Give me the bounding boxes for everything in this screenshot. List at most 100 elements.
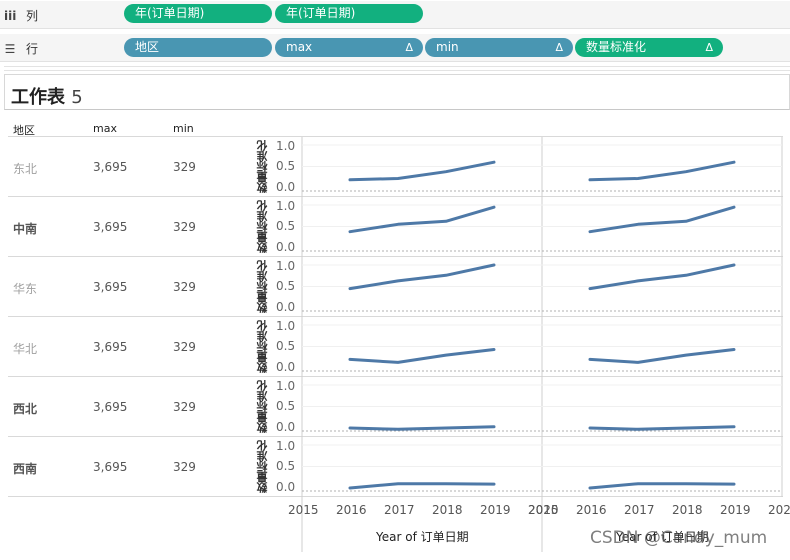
x-axis-title-right: Year of 订单日期	[616, 530, 709, 544]
y-tick-label: 1.0	[276, 439, 296, 453]
row-divider	[8, 256, 783, 257]
rows-shelf-label: ☰ 行	[4, 40, 38, 57]
worksheet-title-number: 5	[71, 87, 83, 108]
region-label[interactable]: 华东	[13, 282, 38, 296]
x-tick-label: 2018	[672, 503, 703, 517]
y-tick-label: 1.0	[276, 199, 296, 213]
columns-label-text: 列	[26, 9, 39, 23]
row-pill-quantity-normalized[interactable]: 数量标准化 Δ	[575, 38, 723, 57]
series-line-华北[interactable]	[588, 348, 736, 364]
series-line-中南[interactable]	[348, 205, 496, 234]
x-tick-label: 2020	[768, 503, 790, 517]
x-tick-label: 2016	[576, 503, 607, 517]
worksheet-title-box: 工作表 5	[4, 74, 790, 110]
rows-shelf[interactable]: ☰ 行 地区 max Δ min Δ 数量标准化 Δ	[0, 34, 790, 62]
series-line-华东[interactable]	[588, 263, 736, 291]
x-tick-label: 2017	[384, 503, 415, 517]
region-label[interactable]: 西南	[13, 462, 38, 476]
list-icon: ☰	[4, 41, 16, 56]
column-pill-label: 年(订单日期)	[286, 6, 356, 20]
y-tick-label: 0.0	[276, 300, 296, 314]
delta-icon: Δ	[705, 41, 713, 54]
max-value: 3,695	[93, 160, 128, 174]
y-tick-label: 0.0	[276, 420, 296, 434]
max-value: 3,695	[93, 340, 128, 354]
y-tick-label: 0.0	[276, 480, 296, 494]
x-tick-label: 2019	[720, 503, 751, 517]
header-max[interactable]: max	[93, 122, 117, 135]
x-tick-label: 2015	[528, 503, 559, 517]
worksheet-title-text: 工作表	[11, 87, 65, 108]
divider	[4, 66, 790, 67]
max-value: 3,695	[93, 460, 128, 474]
min-value: 329	[173, 280, 196, 294]
column-pill-year-1[interactable]: 年(订单日期)	[124, 4, 272, 23]
x-tick-label: 2015	[288, 503, 319, 517]
row-divider	[8, 496, 783, 497]
y-tick-label: 1.0	[276, 259, 296, 273]
row-pill-label: 数量标准化	[586, 40, 647, 54]
row-pill-max[interactable]: max Δ	[275, 38, 423, 57]
header-region[interactable]: 地区	[13, 124, 35, 137]
y-tick-label: 0.5	[276, 459, 296, 473]
series-line-东北[interactable]	[348, 160, 496, 182]
y-tick-label: 0.5	[276, 339, 296, 353]
series-line-东北[interactable]	[588, 160, 736, 182]
series-line-中南[interactable]	[588, 205, 736, 234]
max-value: 3,695	[93, 220, 128, 234]
x-tick-label: 2020	[528, 503, 559, 517]
columns-icon: iii	[4, 8, 17, 23]
watermark: CSDN @Candy_mum	[590, 528, 768, 548]
y-tick-label: 0.0	[276, 360, 296, 374]
series-line-华东[interactable]	[348, 263, 496, 291]
row-pill-label: max	[286, 40, 313, 54]
max-value: 3,695	[93, 400, 128, 414]
series-line-西南[interactable]	[588, 482, 736, 490]
row-divider	[8, 376, 783, 377]
region-label[interactable]: 华北	[13, 342, 38, 356]
y-tick-label: 0.5	[276, 159, 296, 173]
row-divider	[8, 436, 783, 437]
series-line-西南[interactable]	[348, 482, 496, 490]
column-pill-year-2[interactable]: 年(订单日期)	[275, 4, 423, 23]
column-pill-label: 年(订单日期)	[135, 6, 205, 20]
series-line-西北[interactable]	[588, 425, 736, 431]
x-tick-label: 2017	[624, 503, 655, 517]
max-value: 3,695	[93, 280, 128, 294]
series-line-西北[interactable]	[348, 425, 496, 431]
divider	[4, 70, 790, 71]
y-tick-label: 0.5	[276, 279, 296, 293]
columns-shelf-label: iii 列	[4, 7, 38, 24]
columns-shelf[interactable]: iii 列 年(订单日期) 年(订单日期)	[0, 1, 790, 29]
delta-icon: Δ	[405, 41, 413, 54]
y-tick-label: 1.0	[276, 319, 296, 333]
row-divider	[8, 316, 783, 317]
region-label[interactable]: 中南	[13, 222, 38, 236]
row-pill-label: 地区	[135, 40, 160, 54]
series-line-华北[interactable]	[348, 348, 496, 364]
header-min[interactable]: min	[173, 122, 194, 135]
row-divider	[8, 136, 783, 137]
delta-icon: Δ	[555, 41, 563, 54]
rows-label-text: 行	[26, 42, 39, 56]
row-pill-label: min	[436, 40, 459, 54]
row-divider	[8, 196, 783, 197]
y-tick-label: 1.0	[276, 379, 296, 393]
x-axis-title-left: Year of 订单日期	[376, 530, 469, 544]
row-pill-min[interactable]: min Δ	[425, 38, 573, 57]
x-tick-label: 2019	[480, 503, 511, 517]
min-value: 329	[173, 160, 196, 174]
y-tick-label: 1.0	[276, 139, 296, 153]
y-tick-label: 0.5	[276, 219, 296, 233]
min-value: 329	[173, 400, 196, 414]
row-pill-region[interactable]: 地区	[124, 38, 272, 57]
region-label[interactable]: 东北	[13, 162, 38, 176]
y-tick-label: 0.5	[276, 399, 296, 413]
y-tick-label: 0.0	[276, 240, 296, 254]
x-tick-label: 2016	[336, 503, 367, 517]
min-value: 329	[173, 460, 196, 474]
min-value: 329	[173, 220, 196, 234]
region-label[interactable]: 西北	[13, 402, 38, 416]
worksheet-title[interactable]: 工作表 5	[11, 83, 83, 109]
